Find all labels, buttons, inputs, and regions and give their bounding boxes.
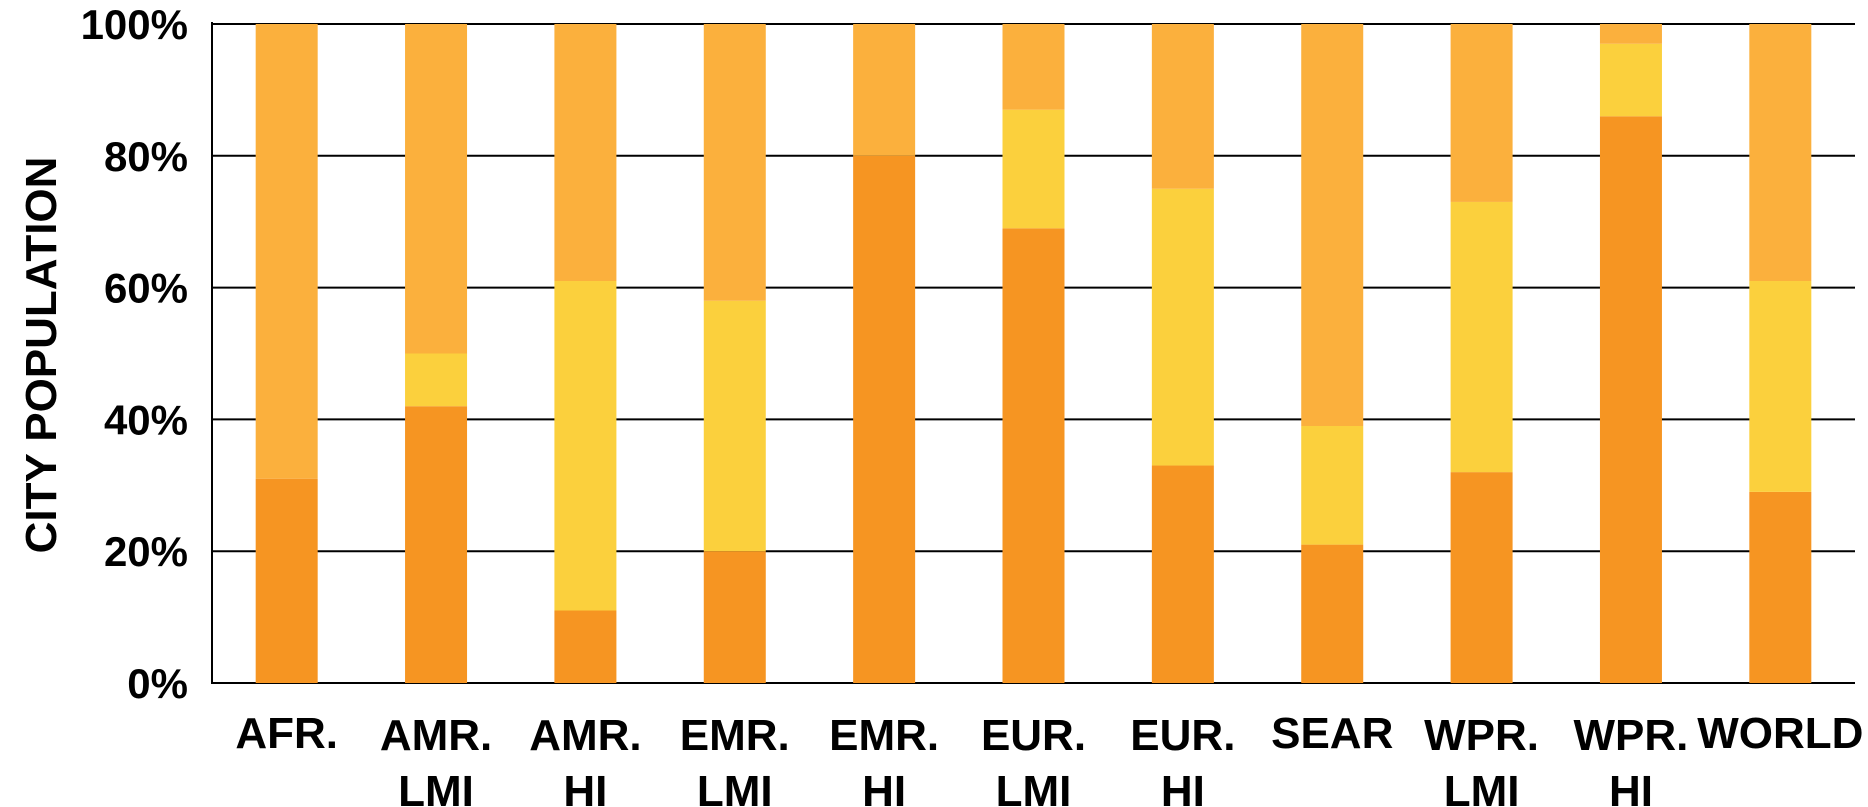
x-category-label: WORLD <box>1697 709 1863 758</box>
y-axis-title: CITY POPULATION <box>17 157 66 554</box>
bar-segment <box>255 24 318 479</box>
bar-segment <box>853 24 916 156</box>
bar-segment <box>1301 544 1364 683</box>
bar-segment <box>1002 228 1065 684</box>
bar-segment <box>255 478 318 683</box>
y-tick-label: 20% <box>104 528 188 575</box>
y-tick-label: 100% <box>81 1 188 48</box>
bar-segment <box>1599 116 1662 683</box>
bar-segment <box>1301 425 1364 545</box>
bar-segment <box>405 24 468 354</box>
bar-segment <box>1002 109 1065 229</box>
bar-segment <box>1749 491 1812 683</box>
x-category-label: AMR. <box>380 711 492 760</box>
bar-segment <box>1450 24 1513 202</box>
x-category-label: HI <box>563 767 607 807</box>
x-category-labels: AFR. AMR. LMI AMR. HI EMR. LMI EMR. HI EUR. LMI EUR… <box>235 709 1863 807</box>
y-tick-labels: 0% 20% 40% 60% 80% 100% <box>81 1 188 707</box>
x-category-label: HI <box>1161 767 1205 807</box>
x-category-label: EMR. <box>680 711 790 760</box>
bar-segment <box>1301 24 1364 426</box>
y-tick-label: 40% <box>104 396 188 443</box>
bar-segment <box>1151 24 1214 189</box>
bar-segment <box>405 406 468 683</box>
bar-segment <box>1749 281 1812 492</box>
x-category-label: LMI <box>697 767 773 807</box>
bar-segment <box>554 24 617 282</box>
bar-segment <box>703 24 766 301</box>
y-tick-label: 60% <box>104 265 188 312</box>
bar-segment <box>853 155 916 684</box>
x-category-label: SEAR <box>1271 709 1393 758</box>
bar-segment <box>554 281 617 611</box>
x-category-label: AFR. <box>235 709 338 758</box>
x-category-label: HI <box>1609 767 1653 807</box>
bar-segment <box>1599 24 1662 44</box>
x-category-label: LMI <box>996 767 1072 807</box>
x-category-label: EUR. <box>1130 711 1235 760</box>
bar-segment <box>1599 43 1662 117</box>
x-category-label: WPR. <box>1574 711 1689 760</box>
y-tick-label: 0% <box>127 660 188 707</box>
x-category-label: EMR. <box>829 711 939 760</box>
x-category-label: LMI <box>398 767 474 807</box>
x-category-label: HI <box>862 767 906 807</box>
bar-segment <box>1151 465 1214 683</box>
x-category-label: WPR. <box>1424 711 1539 760</box>
x-category-label: EUR. <box>981 711 1086 760</box>
bar-segment <box>1002 24 1065 110</box>
bar-segment <box>1450 472 1513 683</box>
bar-segment <box>703 551 766 683</box>
x-category-label: AMR. <box>529 711 641 760</box>
bar-segment <box>405 353 468 407</box>
bar-segment <box>1749 24 1812 282</box>
y-tick-label: 80% <box>104 133 188 180</box>
bar-segment <box>703 300 766 552</box>
bars <box>255 24 1812 684</box>
x-category-label: LMI <box>1444 767 1520 807</box>
bar-segment <box>1450 201 1513 473</box>
bar-segment <box>1151 188 1214 466</box>
bar-segment <box>554 610 617 683</box>
